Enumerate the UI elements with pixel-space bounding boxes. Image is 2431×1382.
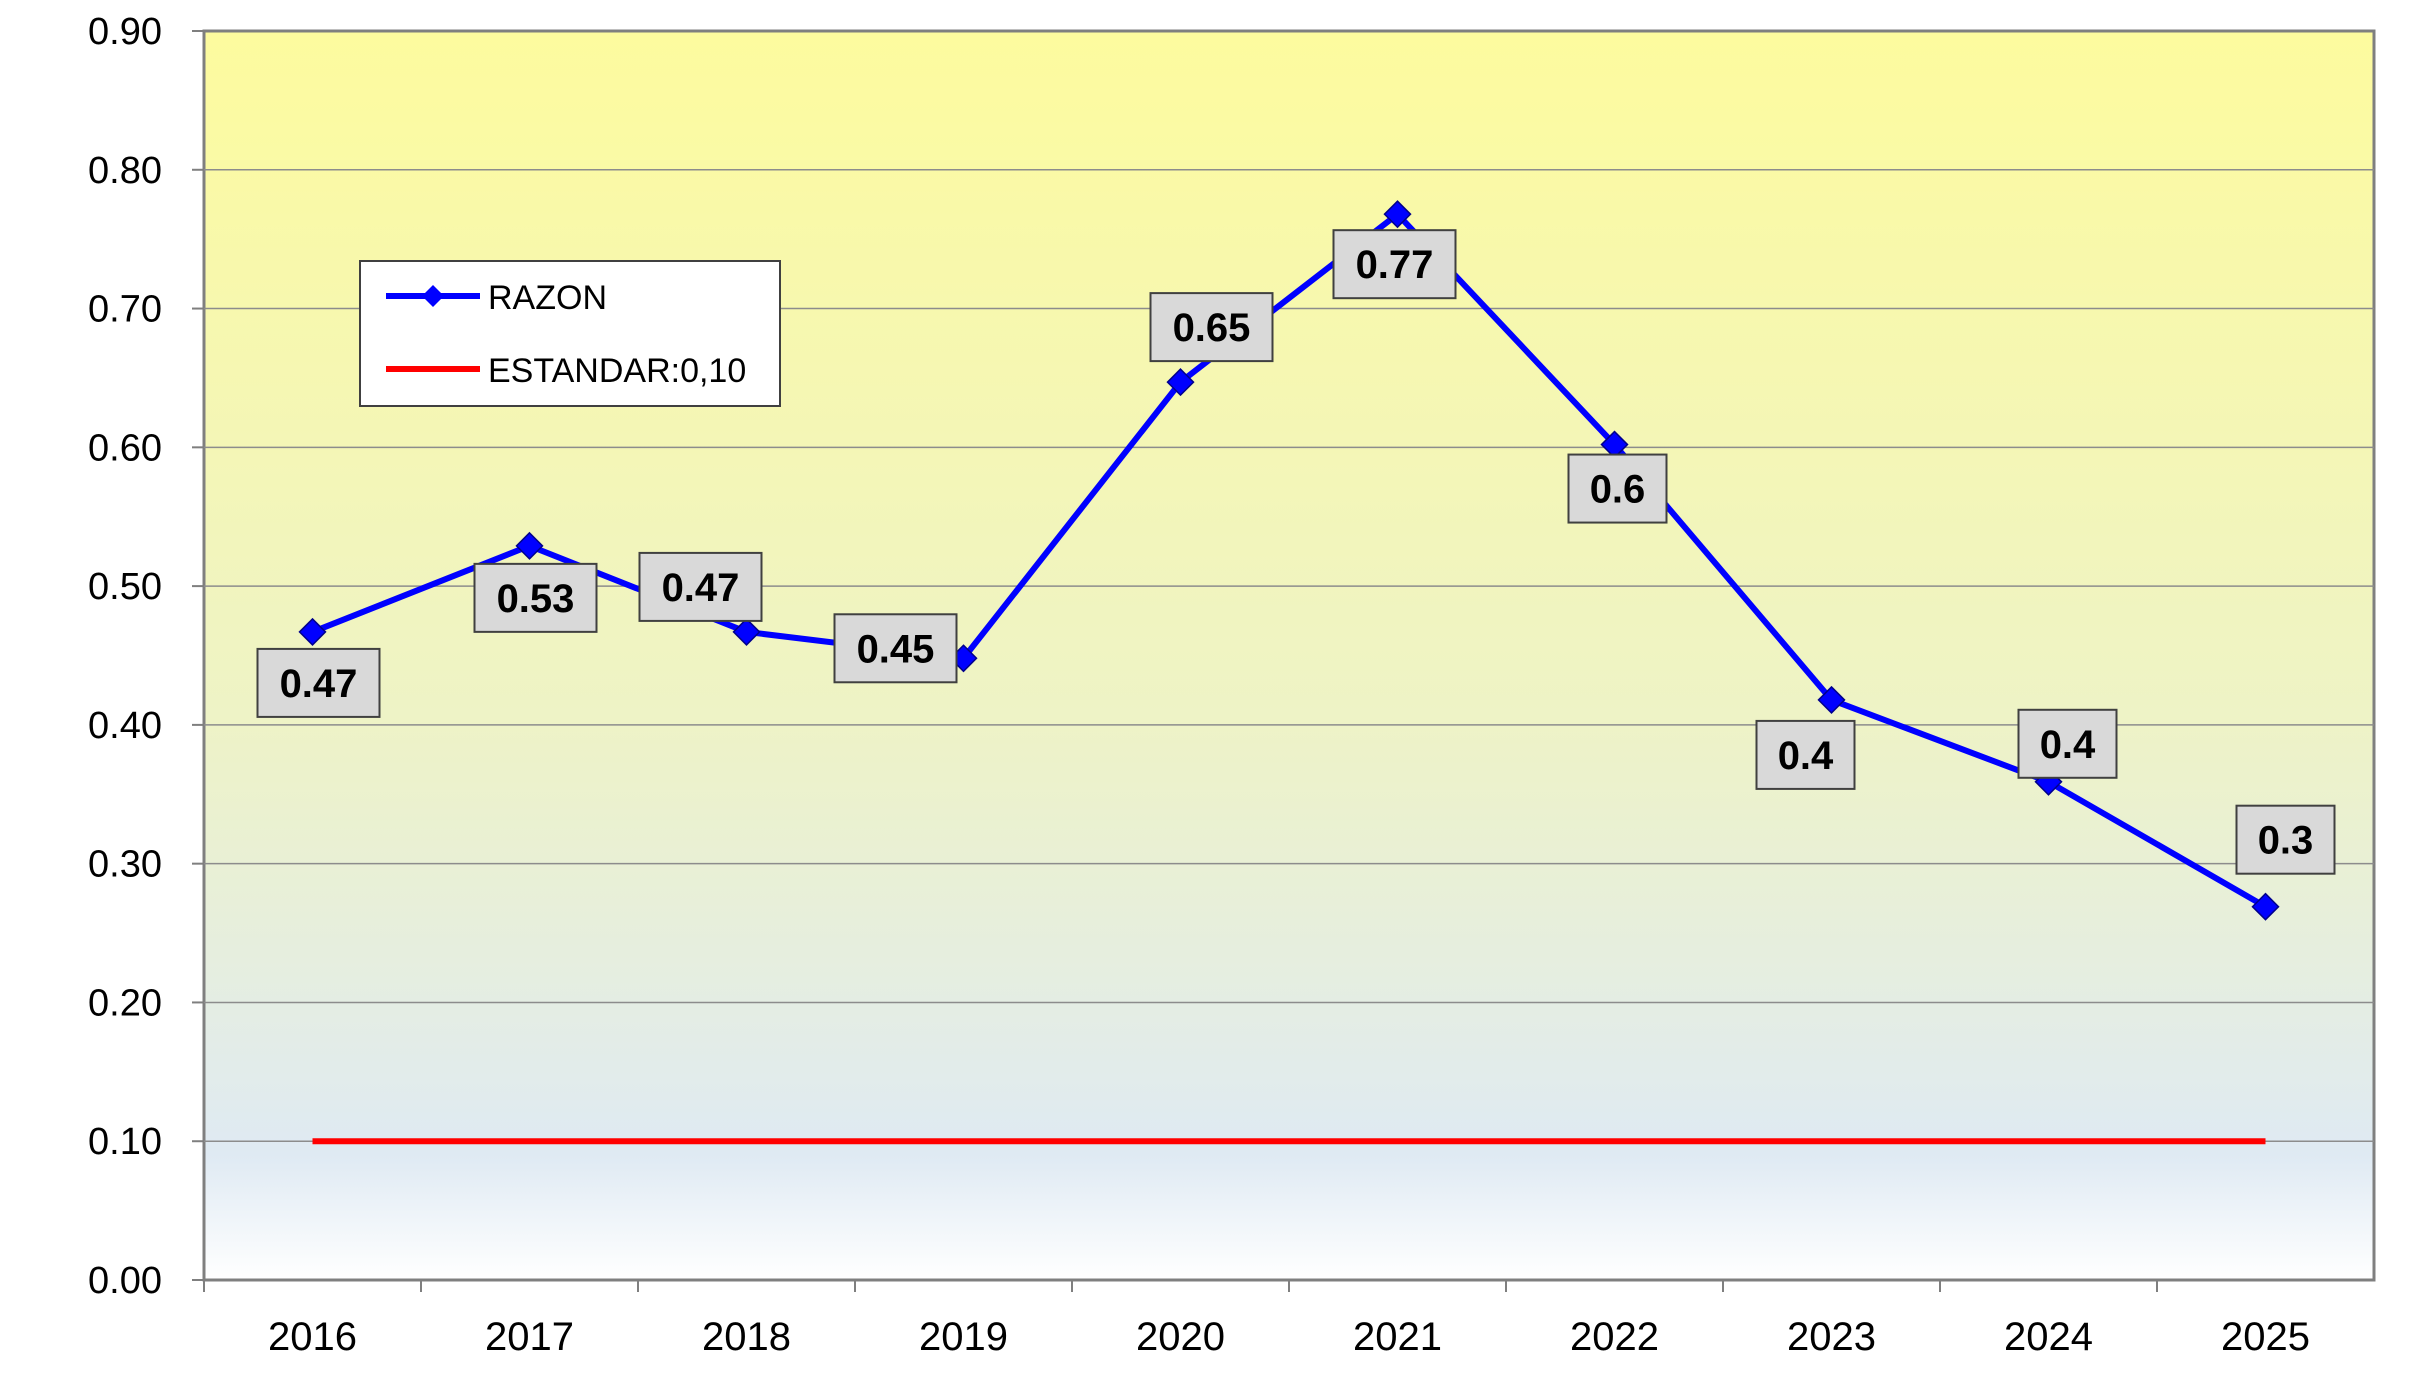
y-tick-label: 0.90: [88, 11, 162, 53]
x-tick-label: 2022: [1570, 1315, 1659, 1359]
y-tick-label: 0.10: [88, 1121, 162, 1163]
data-point: [732, 617, 761, 646]
legend-box: [359, 260, 781, 407]
data-point: [515, 531, 544, 560]
y-tick-label: 0.80: [88, 150, 162, 192]
data-label-text: 0.65: [1173, 306, 1251, 350]
data-label-text: 0.77: [1356, 243, 1434, 287]
data-label: 0.47: [256, 647, 381, 718]
data-label: 0.65: [1149, 292, 1274, 363]
data-point: [1817, 685, 1846, 714]
data-label-text: 0.53: [497, 577, 575, 621]
data-label-box: [1567, 453, 1668, 524]
x-tick-label: 2025: [2221, 1315, 2310, 1359]
data-label-text: 0.47: [280, 662, 358, 706]
data-label: 0.47: [638, 551, 763, 622]
x-tick-label: 2017: [485, 1315, 574, 1359]
y-tick-label: 0.70: [88, 289, 162, 331]
data-label-text: 0.47: [662, 566, 740, 610]
y-tick-label: 0.60: [88, 427, 162, 469]
legend: RAZON ESTANDAR:0,10: [359, 260, 781, 407]
data-label: 0.3: [2235, 804, 2336, 875]
x-tick-label: 2016: [268, 1315, 357, 1359]
data-label: 0.4: [2017, 708, 2118, 779]
data-label-box: [2235, 804, 2336, 875]
data-point: [1383, 200, 1412, 229]
data-label-box: [473, 562, 598, 633]
data-label: 0.77: [1332, 229, 1457, 300]
x-tick-label: 2018: [702, 1315, 791, 1359]
y-tick-label: 0.50: [88, 566, 162, 608]
y-tick-label: 0.00: [88, 1260, 162, 1302]
data-label: 0.53: [473, 562, 598, 633]
x-tick-label: 2024: [2004, 1315, 2093, 1359]
data-label: 0.45: [833, 613, 958, 684]
legend-diamond-icon: [422, 285, 444, 307]
y-tick-label: 0.30: [88, 844, 162, 886]
data-point: [2251, 892, 2280, 921]
legend-entry-estandar: ESTANDAR:0,10: [488, 352, 746, 390]
x-tick-label: 2019: [919, 1315, 1008, 1359]
data-point: [1166, 368, 1195, 397]
data-label-box: [1755, 719, 1856, 790]
data-label: 0.6: [1567, 453, 1668, 524]
data-label-box: [638, 551, 763, 622]
y-tick-label: 0.40: [88, 705, 162, 747]
data-point: [298, 617, 327, 646]
y-tick-label: 0.20: [88, 982, 162, 1024]
data-label-text: 0.3: [2258, 819, 2314, 863]
data-label-text: 0.6: [1590, 468, 1646, 512]
x-tick-label: 2023: [1787, 1315, 1876, 1359]
data-label-box: [1149, 292, 1274, 363]
x-tick-label: 2020: [1136, 1315, 1225, 1359]
plot-area: [202, 29, 2376, 1282]
data-label-box: [1332, 229, 1457, 300]
data-label-text: 0.4: [1778, 734, 1834, 778]
data-label-box: [2017, 708, 2118, 779]
data-label: 0.4: [1755, 719, 1856, 790]
x-tick-label: 2021: [1353, 1315, 1442, 1359]
legend-entry-razon: RAZON: [488, 279, 607, 317]
data-label-text: 0.45: [857, 627, 935, 671]
data-label-box: [256, 647, 381, 718]
data-label-text: 0.4: [2040, 723, 2096, 767]
data-label-box: [833, 613, 958, 684]
series-line-razon: [311, 211, 2267, 910]
